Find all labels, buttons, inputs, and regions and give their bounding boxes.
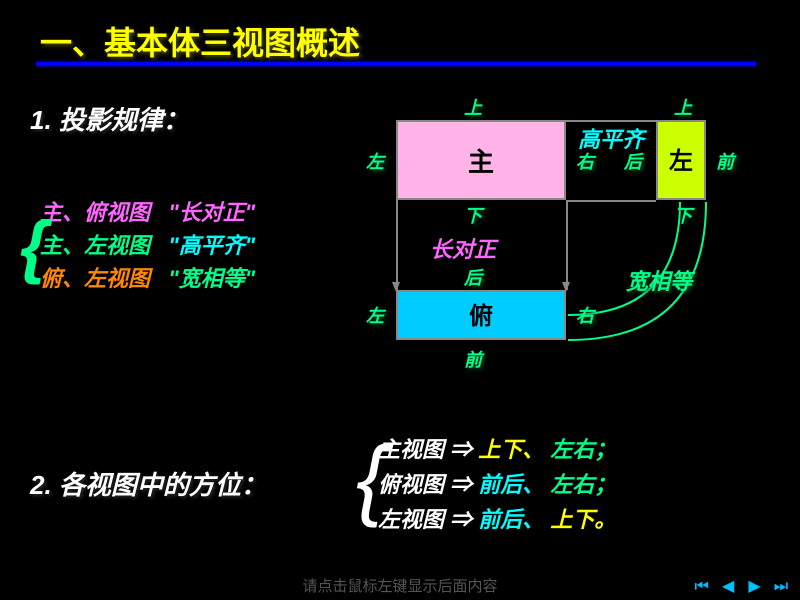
nav-first-button[interactable]: ⏮ [692, 578, 712, 596]
label-up2: 上 [674, 94, 692, 120]
label-long-align: 长对正 [430, 232, 496, 264]
label-width-equal: 宽相等 [626, 264, 692, 296]
d2-view: 俯视图 ⇒ [378, 472, 478, 497]
direction-3: 左视图 ⇒ 前后、 上下。 [378, 502, 616, 537]
rule3-desc: "宽相等" [168, 266, 255, 291]
label-front1: 前 [716, 148, 734, 174]
section2-heading: 2. 各视图中的方位： [30, 465, 267, 502]
d1-view: 主视图 ⇒ [378, 437, 478, 462]
rule-1: 主、俯视图 "长对正" [40, 196, 255, 229]
rule1-desc: "长对正" [168, 200, 255, 225]
direction-1: 主视图 ⇒ 上下、 左右； [378, 432, 616, 467]
label-right1: 右 [576, 148, 594, 174]
section1-heading: 1. 投影规律： [30, 100, 189, 137]
d3-p2: 上下。 [550, 507, 616, 532]
d2-p1: 前后、 [478, 472, 544, 497]
projection-rules-block: { 主、俯视图 "长对正" 主、左视图 "高平齐" 俯、左视图 "宽相等" [30, 196, 255, 295]
label-left1: 左 [366, 148, 384, 174]
nav-prev-button[interactable]: ◀ [718, 576, 738, 594]
nav-last-button[interactable]: ⏭ [771, 578, 791, 596]
view-directions-block: { 主视图 ⇒ 上下、 左右； 俯视图 ⇒ 前后、 左右； 左视图 ⇒ 前后、 … [378, 432, 616, 538]
label-down1: 下 [464, 202, 482, 228]
rule3-views: 俯、左视图 [40, 266, 150, 291]
label-back2: 后 [464, 264, 482, 290]
label-front2: 前 [464, 346, 482, 372]
label-down2: 下 [674, 202, 692, 228]
page-title: 一、基本体三视图概述 [40, 18, 360, 64]
left-view-box: 左 [656, 120, 706, 200]
label-left2: 左 [366, 302, 384, 328]
label-up1: 上 [464, 94, 482, 120]
d1-p1: 上下、 [478, 437, 544, 462]
top-view-box: 俯 [396, 290, 566, 340]
direction-2: 俯视图 ⇒ 前后、 左右； [378, 467, 616, 502]
three-view-diagram: 主 左 俯 上 上 左 高平齐 右 后 前 下 下 长对正 后 左 右 宽相等 … [340, 100, 780, 410]
main-view-box: 主 [396, 120, 566, 200]
brace2-icon: { [356, 424, 386, 534]
rule2-views: 主、左视图 [40, 233, 150, 258]
brace-icon: { [20, 196, 47, 296]
d3-p1: 前后、 [478, 507, 544, 532]
d2-p2: 左右； [550, 472, 616, 497]
title-underline [36, 62, 756, 66]
d3-view: 左视图 ⇒ [378, 507, 478, 532]
label-back1: 后 [624, 148, 642, 174]
label-right2: 右 [576, 302, 594, 328]
rule2-desc: "高平齐" [168, 233, 255, 258]
nav-next-button[interactable]: ▶ [745, 576, 765, 594]
rule1-views: 主、俯视图 [40, 200, 150, 225]
rule-3: 俯、左视图 "宽相等" [40, 262, 255, 295]
nav-controls: ⏮ ◀ ▶ ⏭ [691, 576, 792, 596]
rule-2: 主、左视图 "高平齐" [40, 229, 255, 262]
d1-p2: 左右； [550, 437, 616, 462]
footer-hint: 请点击鼠标左键显示后面内容 [0, 575, 800, 596]
